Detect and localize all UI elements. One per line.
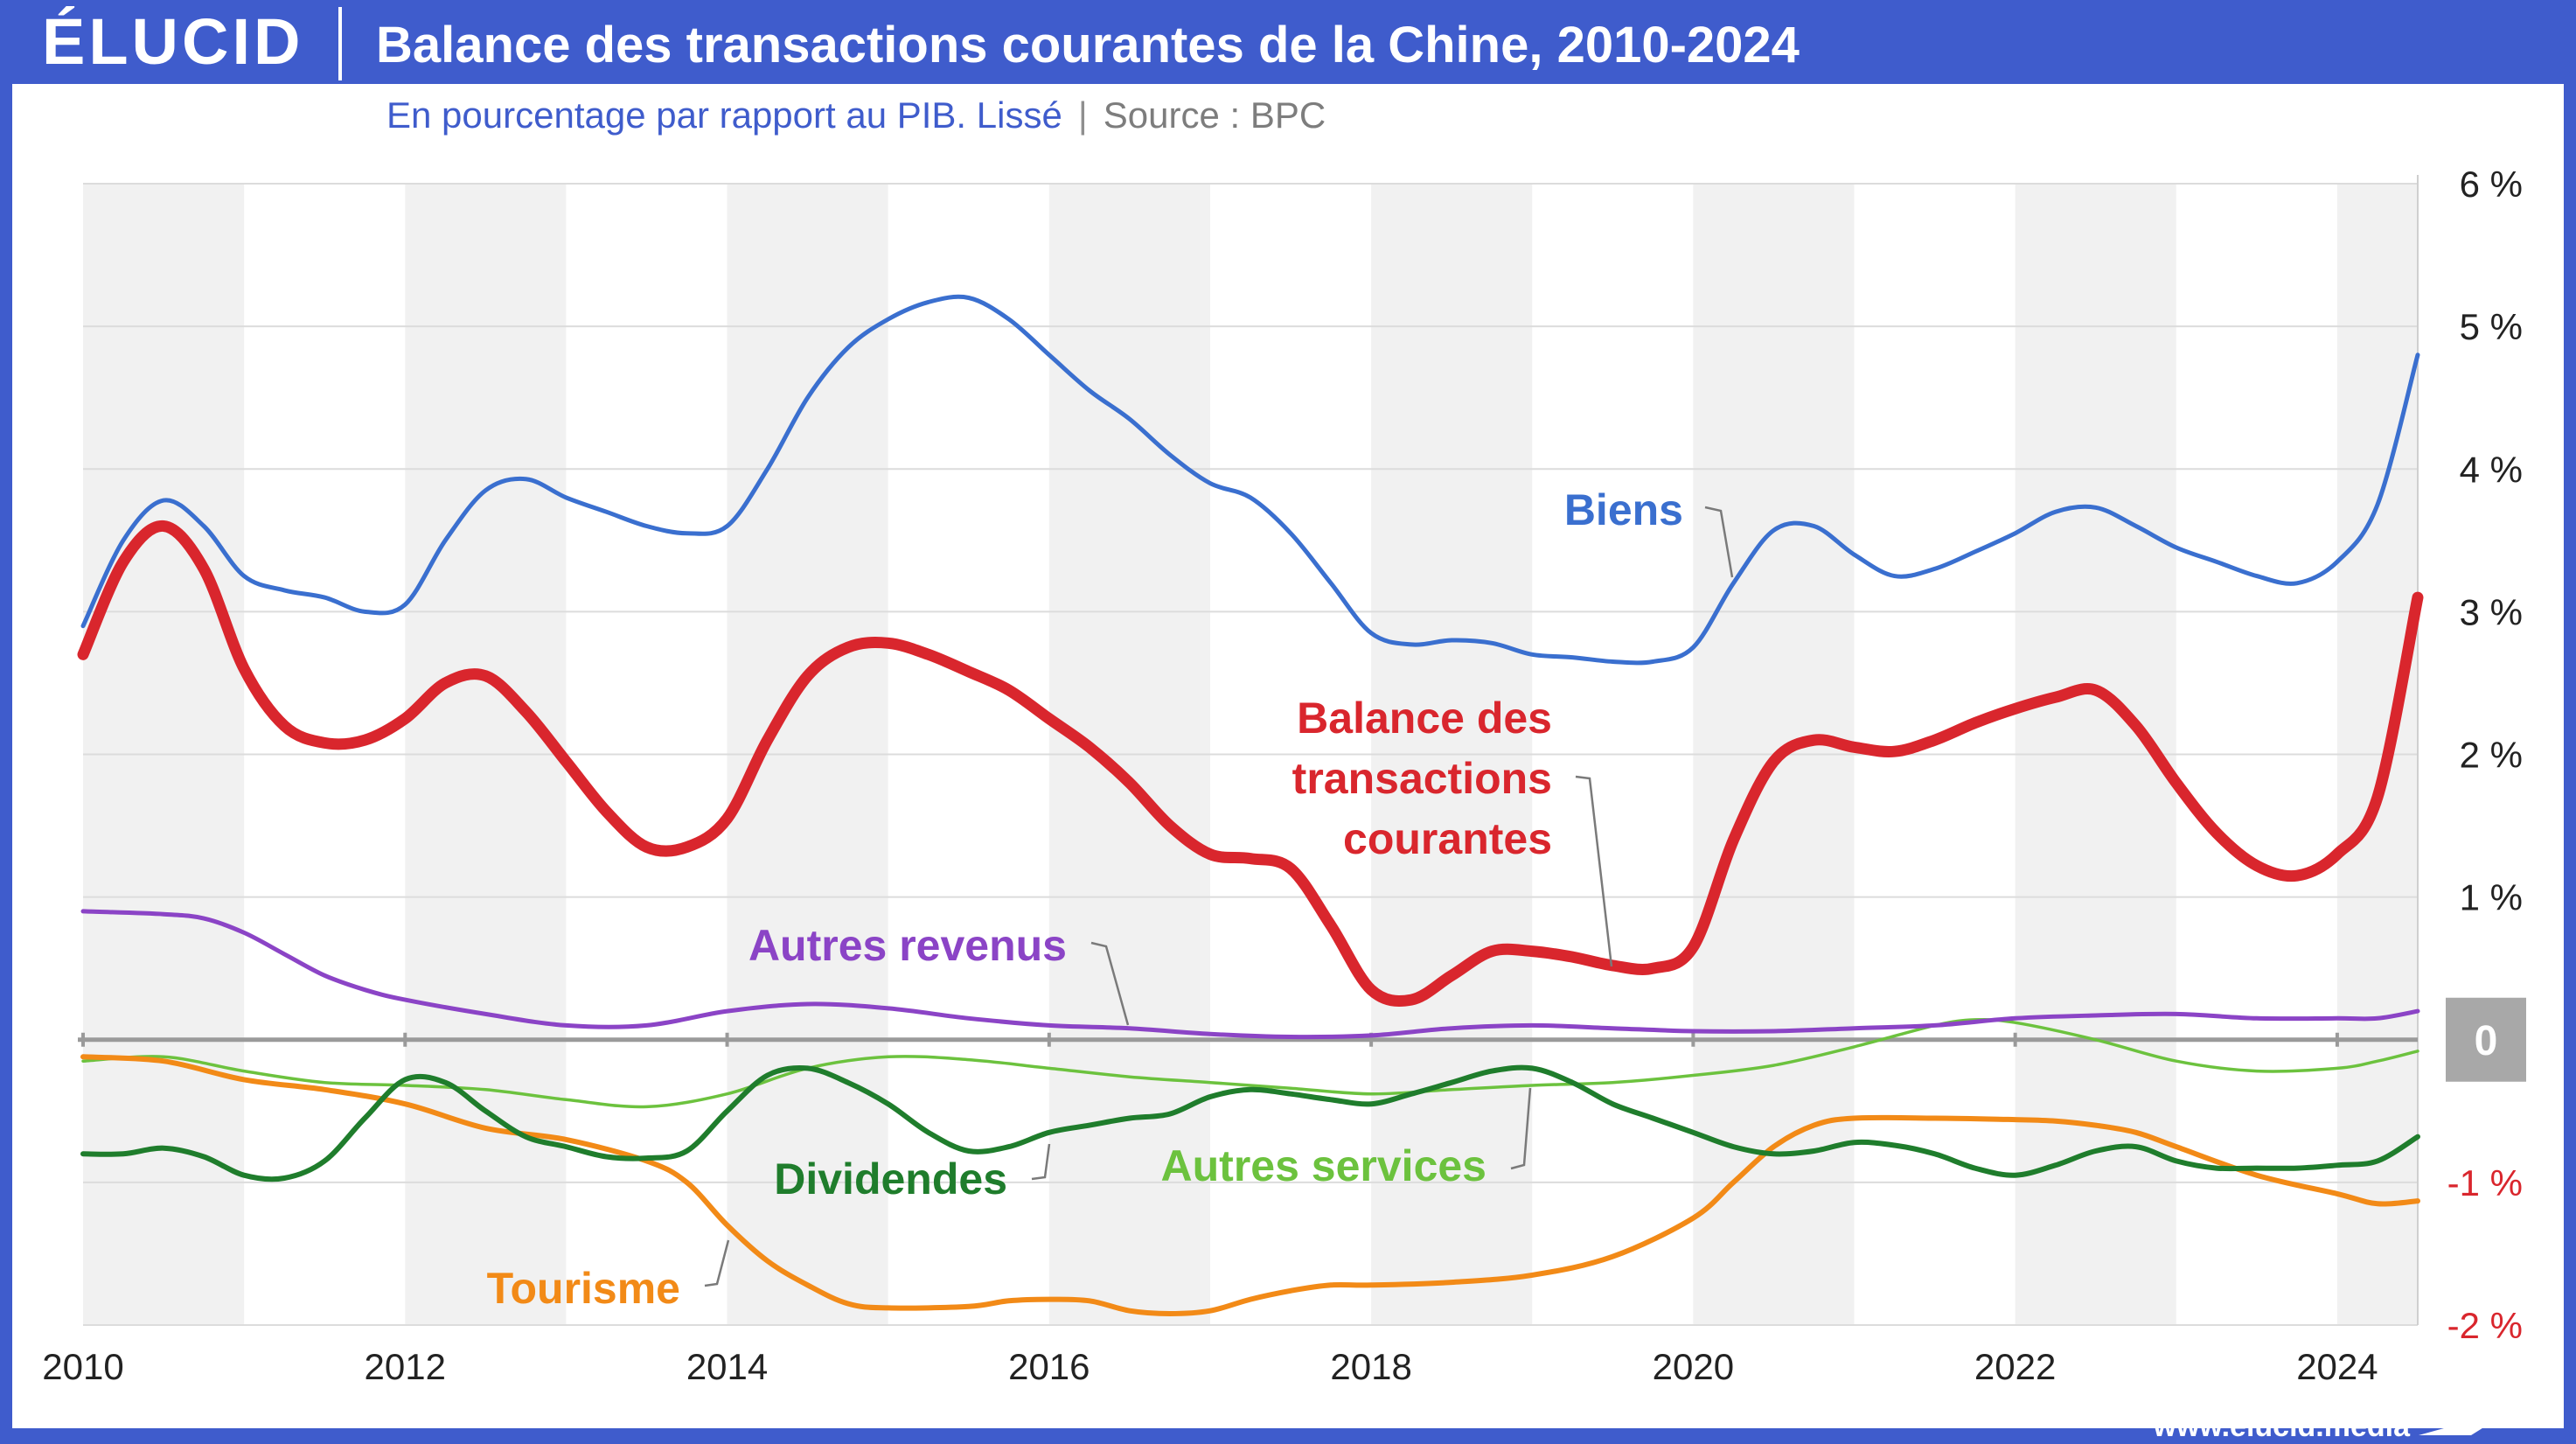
- series-labels: Biens Balance des transactions courantes Aut…: [487, 485, 1683, 1313]
- subtitle-text: En pourcentage par rapport au PIB. Lissé: [386, 94, 1062, 136]
- series-label-balance-des-transactions-courantes: Balance des transactions courantes: [1292, 694, 1552, 863]
- leader-biens: [1704, 506, 1734, 578]
- leader-balance-des-transactions-courantes: [1575, 775, 1613, 967]
- series-line-dividendes: [80, 1064, 2420, 1182]
- logo[interactable]: ÉLUCID: [42, 5, 304, 78]
- series-label-line: transactions: [1292, 754, 1552, 803]
- y-tick-label: -2 %: [2447, 1305, 2523, 1346]
- leader-tourisme: [704, 1239, 730, 1287]
- series-lines: [77, 294, 2424, 1316]
- x-tick-label: 2012: [365, 1346, 446, 1387]
- series-line-biens: [80, 294, 2420, 666]
- y-tick-label: 0: [2475, 1018, 2498, 1064]
- series-line-autres-services: [81, 1017, 2419, 1109]
- x-tick-label: 2014: [686, 1346, 768, 1387]
- series-label-line: Dividendes: [774, 1155, 1007, 1203]
- chart-subtitle: En pourcentage par rapport au PIB. Lissé…: [386, 94, 1326, 136]
- series-label-line: Biens: [1564, 485, 1683, 534]
- label-leaders: [704, 506, 1734, 1287]
- y-tick-label: -1 %: [2447, 1162, 2523, 1203]
- gridlines: [83, 183, 2418, 1326]
- series-label-tourisme: Tourisme: [487, 1264, 680, 1313]
- series-line-autres-revenus: [80, 909, 2420, 1040]
- x-tick-label: 2016: [1008, 1346, 1090, 1387]
- chart-title: Balance des transactions courantes de la…: [376, 17, 1800, 73]
- series-line-tourisme: [80, 1054, 2420, 1316]
- series-label-autres-revenus: Autres revenus: [748, 921, 1067, 970]
- y-tick-label: 5 %: [2460, 306, 2523, 347]
- series-label-line: Balance des: [1297, 694, 1552, 743]
- series-label-line: Autres services: [1161, 1141, 1486, 1190]
- subtitle-separator: |: [1077, 94, 1088, 136]
- x-tick-label: 2020: [1653, 1346, 1734, 1387]
- source-text: Source : BPC: [1103, 94, 1326, 136]
- elucid-arrow-icon: [2419, 1409, 2513, 1435]
- series-line-balance-des-transactions-courantes: [77, 520, 2424, 1007]
- y-tick-label: 1 %: [2460, 877, 2523, 918]
- y-tick-label: 3 %: [2460, 591, 2523, 632]
- series-label-biens: Biens: [1564, 485, 1683, 534]
- y-tick-label: 6 %: [2460, 164, 2523, 205]
- header-bar: ÉLUCID Balance des transactions courante…: [0, 0, 2576, 84]
- logo-separator: [338, 7, 342, 80]
- series-label-line: Tourisme: [487, 1264, 680, 1313]
- axes: [78, 175, 2419, 1325]
- leader-dividendes: [1031, 1143, 1051, 1181]
- series-label-line: Autres revenus: [748, 921, 1067, 970]
- zero-badge: [2446, 997, 2526, 1082]
- leader-autres-services: [1510, 1087, 1532, 1170]
- x-tick-label: 2022: [1974, 1346, 2056, 1387]
- footer-url[interactable]: www.elucid.media: [2153, 1410, 2410, 1443]
- tick-labels: 2010 2012 2014 2016 2018 2020 2022 2024 6 % 5 % 4 …: [42, 164, 2526, 1387]
- y-tick-label: 4 %: [2460, 449, 2523, 490]
- series-label-autres-services: Autres services: [1161, 1141, 1486, 1190]
- leader-autres-revenus: [1090, 941, 1130, 1026]
- x-tick-label: 2024: [2296, 1346, 2378, 1387]
- series-label-line: courantes: [1343, 814, 1552, 863]
- y-tick-label: 2 %: [2460, 735, 2523, 776]
- x-tick-label: 2010: [42, 1346, 123, 1387]
- series-label-dividendes: Dividendes: [774, 1155, 1007, 1203]
- x-tick-label: 2018: [1330, 1346, 1411, 1387]
